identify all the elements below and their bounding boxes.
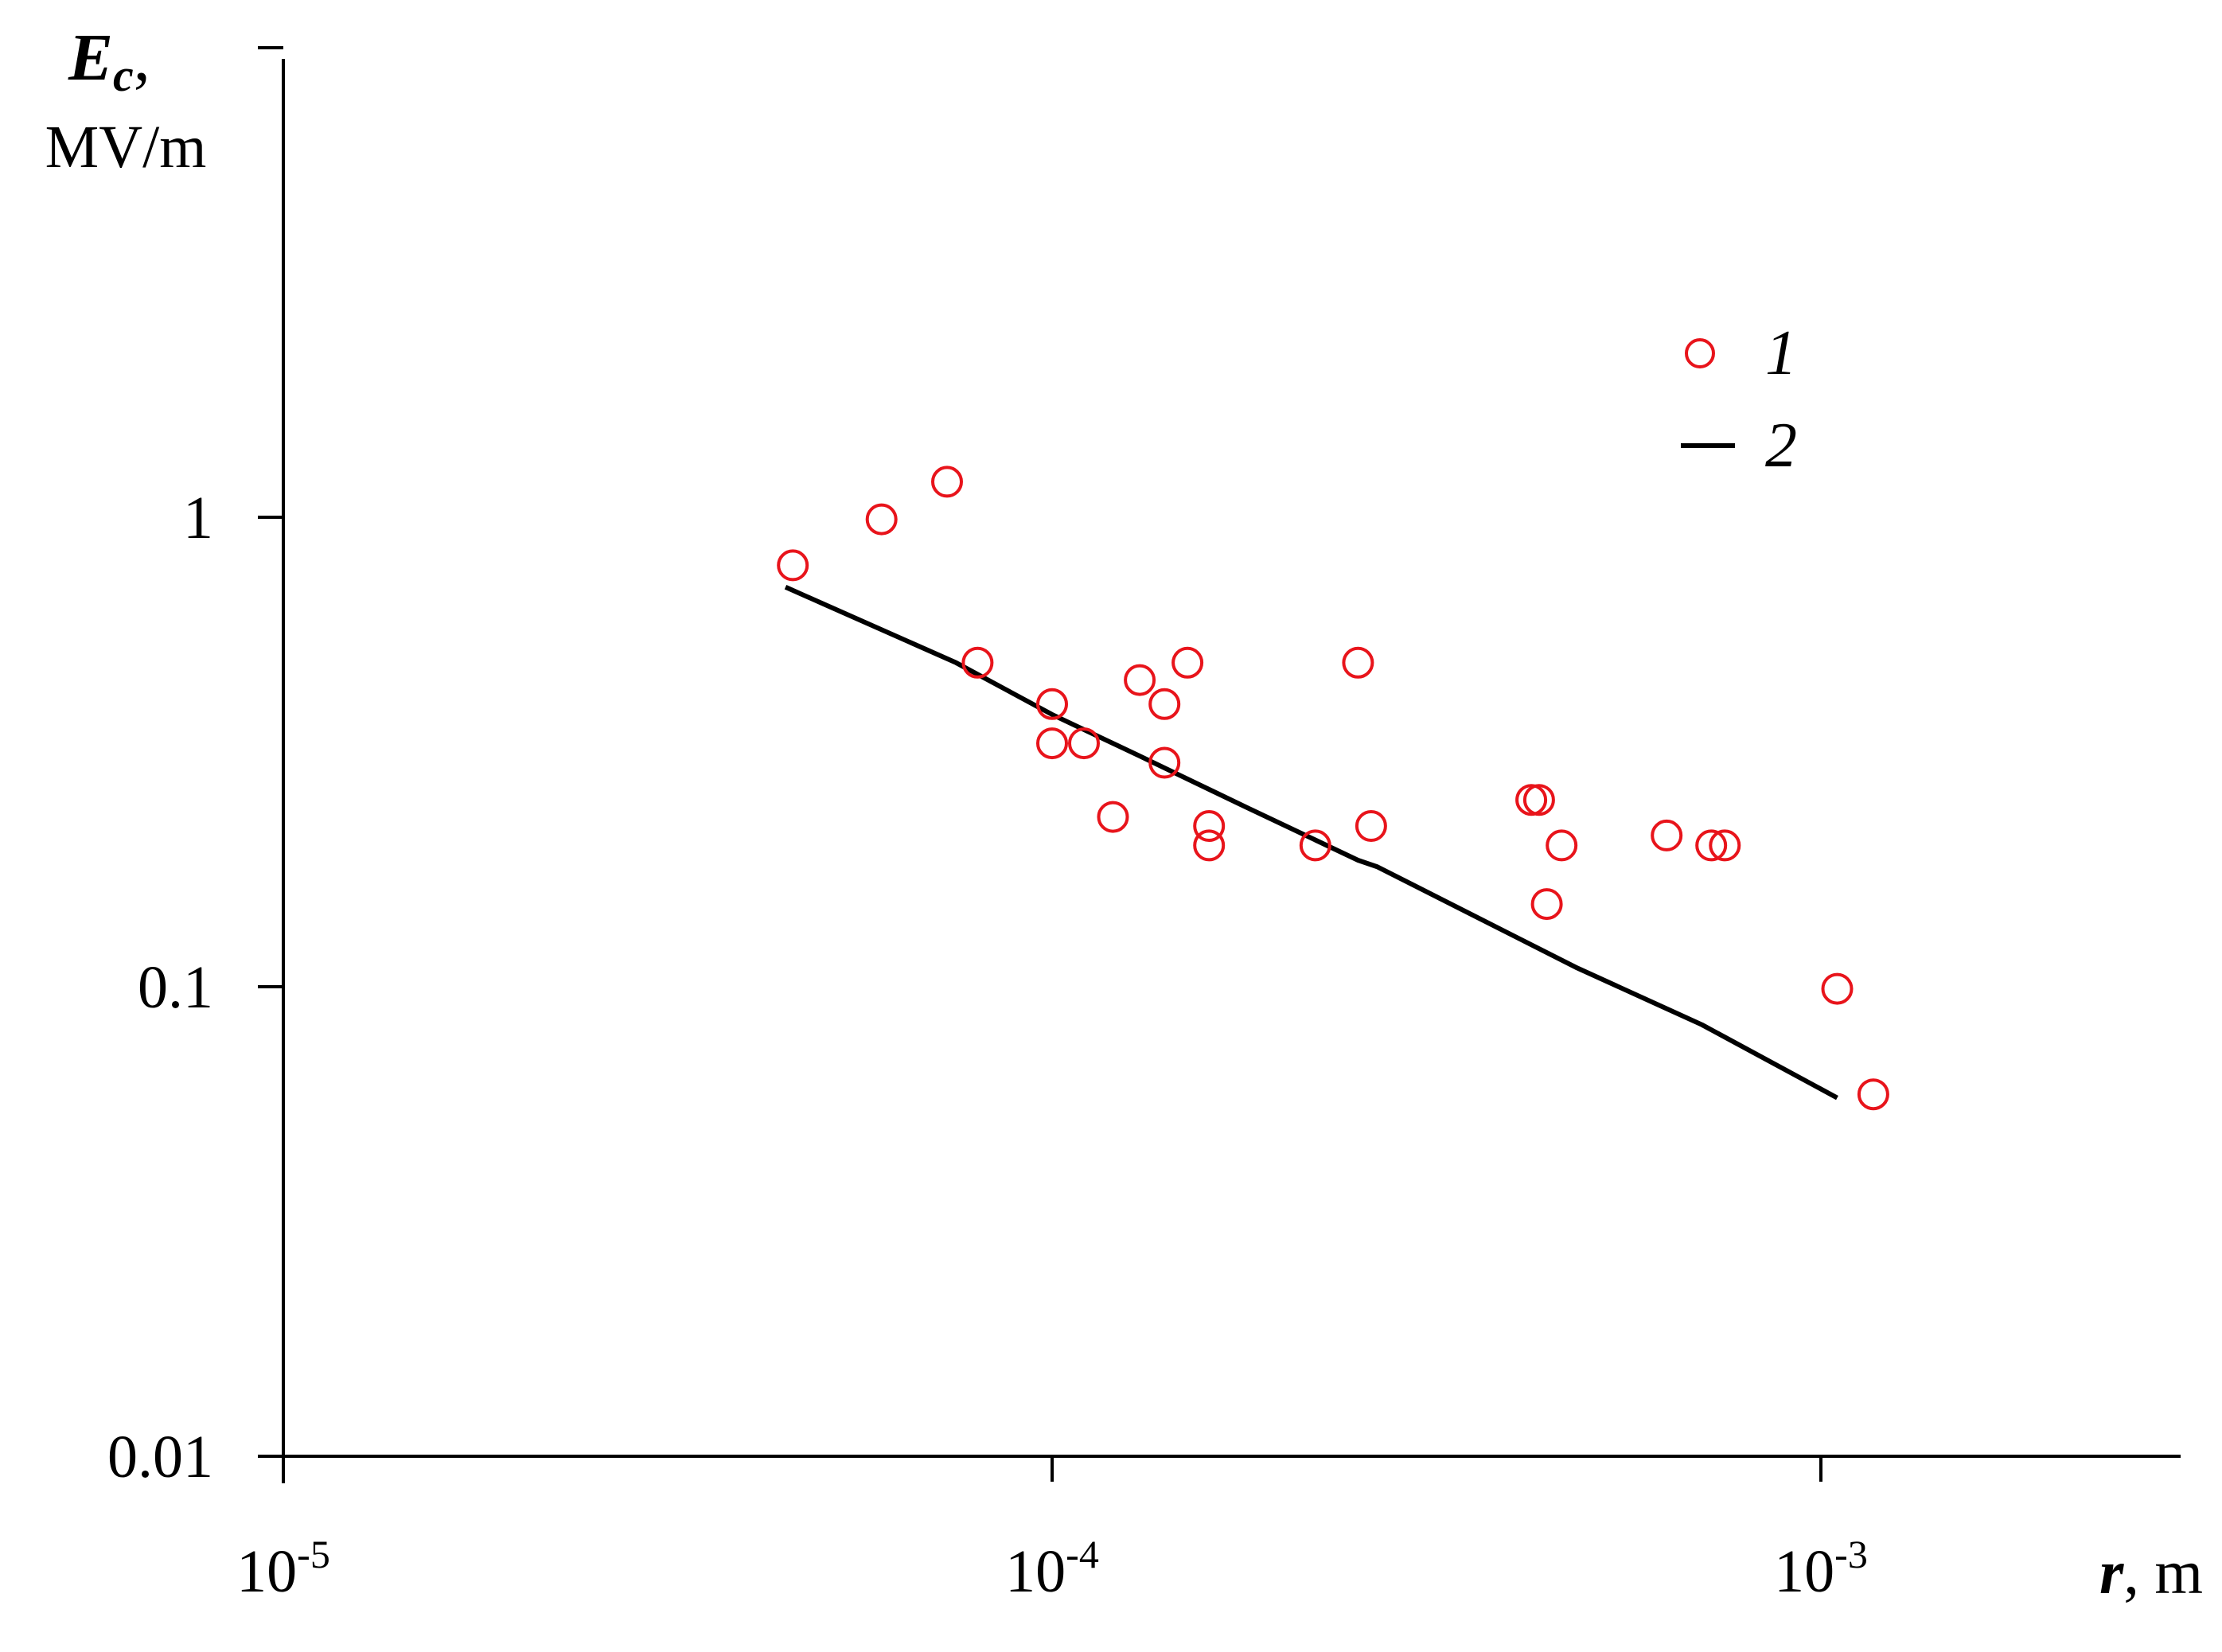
y-tick-label: 0.1 bbox=[138, 954, 213, 1021]
x-tick-base: 10 bbox=[1774, 1538, 1834, 1605]
x-tick-exponent: -4 bbox=[1066, 1532, 1099, 1576]
x-tick-label: 10-3 bbox=[1774, 1532, 1868, 1605]
y-tick-label: 1 bbox=[183, 485, 213, 551]
legend-label-1: 1 bbox=[1765, 318, 1797, 388]
legend-marker-circle bbox=[1685, 338, 1715, 368]
data-point bbox=[1193, 829, 1226, 862]
data-point bbox=[1299, 829, 1331, 862]
y-axis-label: Ec, bbox=[68, 21, 150, 101]
data-point bbox=[1530, 888, 1563, 921]
data-point bbox=[961, 646, 994, 679]
legend-label-2: 2 bbox=[1765, 411, 1797, 481]
data-point bbox=[1036, 727, 1068, 760]
data-point bbox=[1546, 829, 1578, 862]
data-point bbox=[1124, 664, 1156, 696]
x-tick-base: 10 bbox=[1005, 1538, 1066, 1605]
axes bbox=[258, 59, 2181, 1483]
series-layer bbox=[777, 466, 1889, 1111]
x-tick-base: 10 bbox=[236, 1538, 297, 1605]
data-point bbox=[1355, 810, 1387, 842]
data-point bbox=[1695, 829, 1728, 862]
y-axis-subscript: c bbox=[113, 49, 134, 101]
y-axis-unit: MV/m bbox=[45, 114, 207, 181]
x-axis-unit: , m bbox=[2123, 1537, 2203, 1607]
data-point bbox=[1857, 1078, 1889, 1111]
data-point bbox=[1148, 688, 1181, 720]
data-point bbox=[1148, 746, 1181, 779]
y-tick-label: 0.01 bbox=[107, 1424, 213, 1490]
data-point bbox=[1821, 972, 1854, 1005]
data-point bbox=[777, 549, 809, 582]
data-point bbox=[1171, 646, 1204, 679]
data-point bbox=[1342, 646, 1374, 679]
x-ticks: 10-5 10-4 10-3 bbox=[236, 1456, 1868, 1605]
data-point bbox=[1097, 801, 1129, 833]
data-point bbox=[1651, 819, 1683, 851]
data-point bbox=[1036, 688, 1068, 720]
data-point bbox=[865, 503, 898, 536]
y-axis-comma: , bbox=[134, 21, 150, 95]
x-tick-exponent: -3 bbox=[1834, 1532, 1868, 1576]
data-point bbox=[1522, 784, 1555, 816]
legend: 12 bbox=[1681, 318, 1797, 481]
data-point bbox=[1068, 727, 1100, 760]
data-point bbox=[1709, 829, 1741, 862]
y-ticks: 0.01 0.1 1 bbox=[107, 46, 283, 1490]
x-tick-label: 10-5 bbox=[236, 1532, 330, 1605]
data-point bbox=[1515, 784, 1548, 816]
fit-line-series-2 bbox=[784, 585, 1838, 1101]
x-tick-exponent: -5 bbox=[297, 1532, 330, 1576]
x-axis-label: r, m bbox=[2099, 1537, 2203, 1607]
x-tick-label: 10-4 bbox=[1005, 1532, 1099, 1605]
y-axis-symbol: E bbox=[68, 21, 113, 95]
data-point bbox=[1193, 810, 1226, 842]
x-axis-symbol: r bbox=[2099, 1537, 2124, 1607]
data-point bbox=[931, 466, 963, 498]
